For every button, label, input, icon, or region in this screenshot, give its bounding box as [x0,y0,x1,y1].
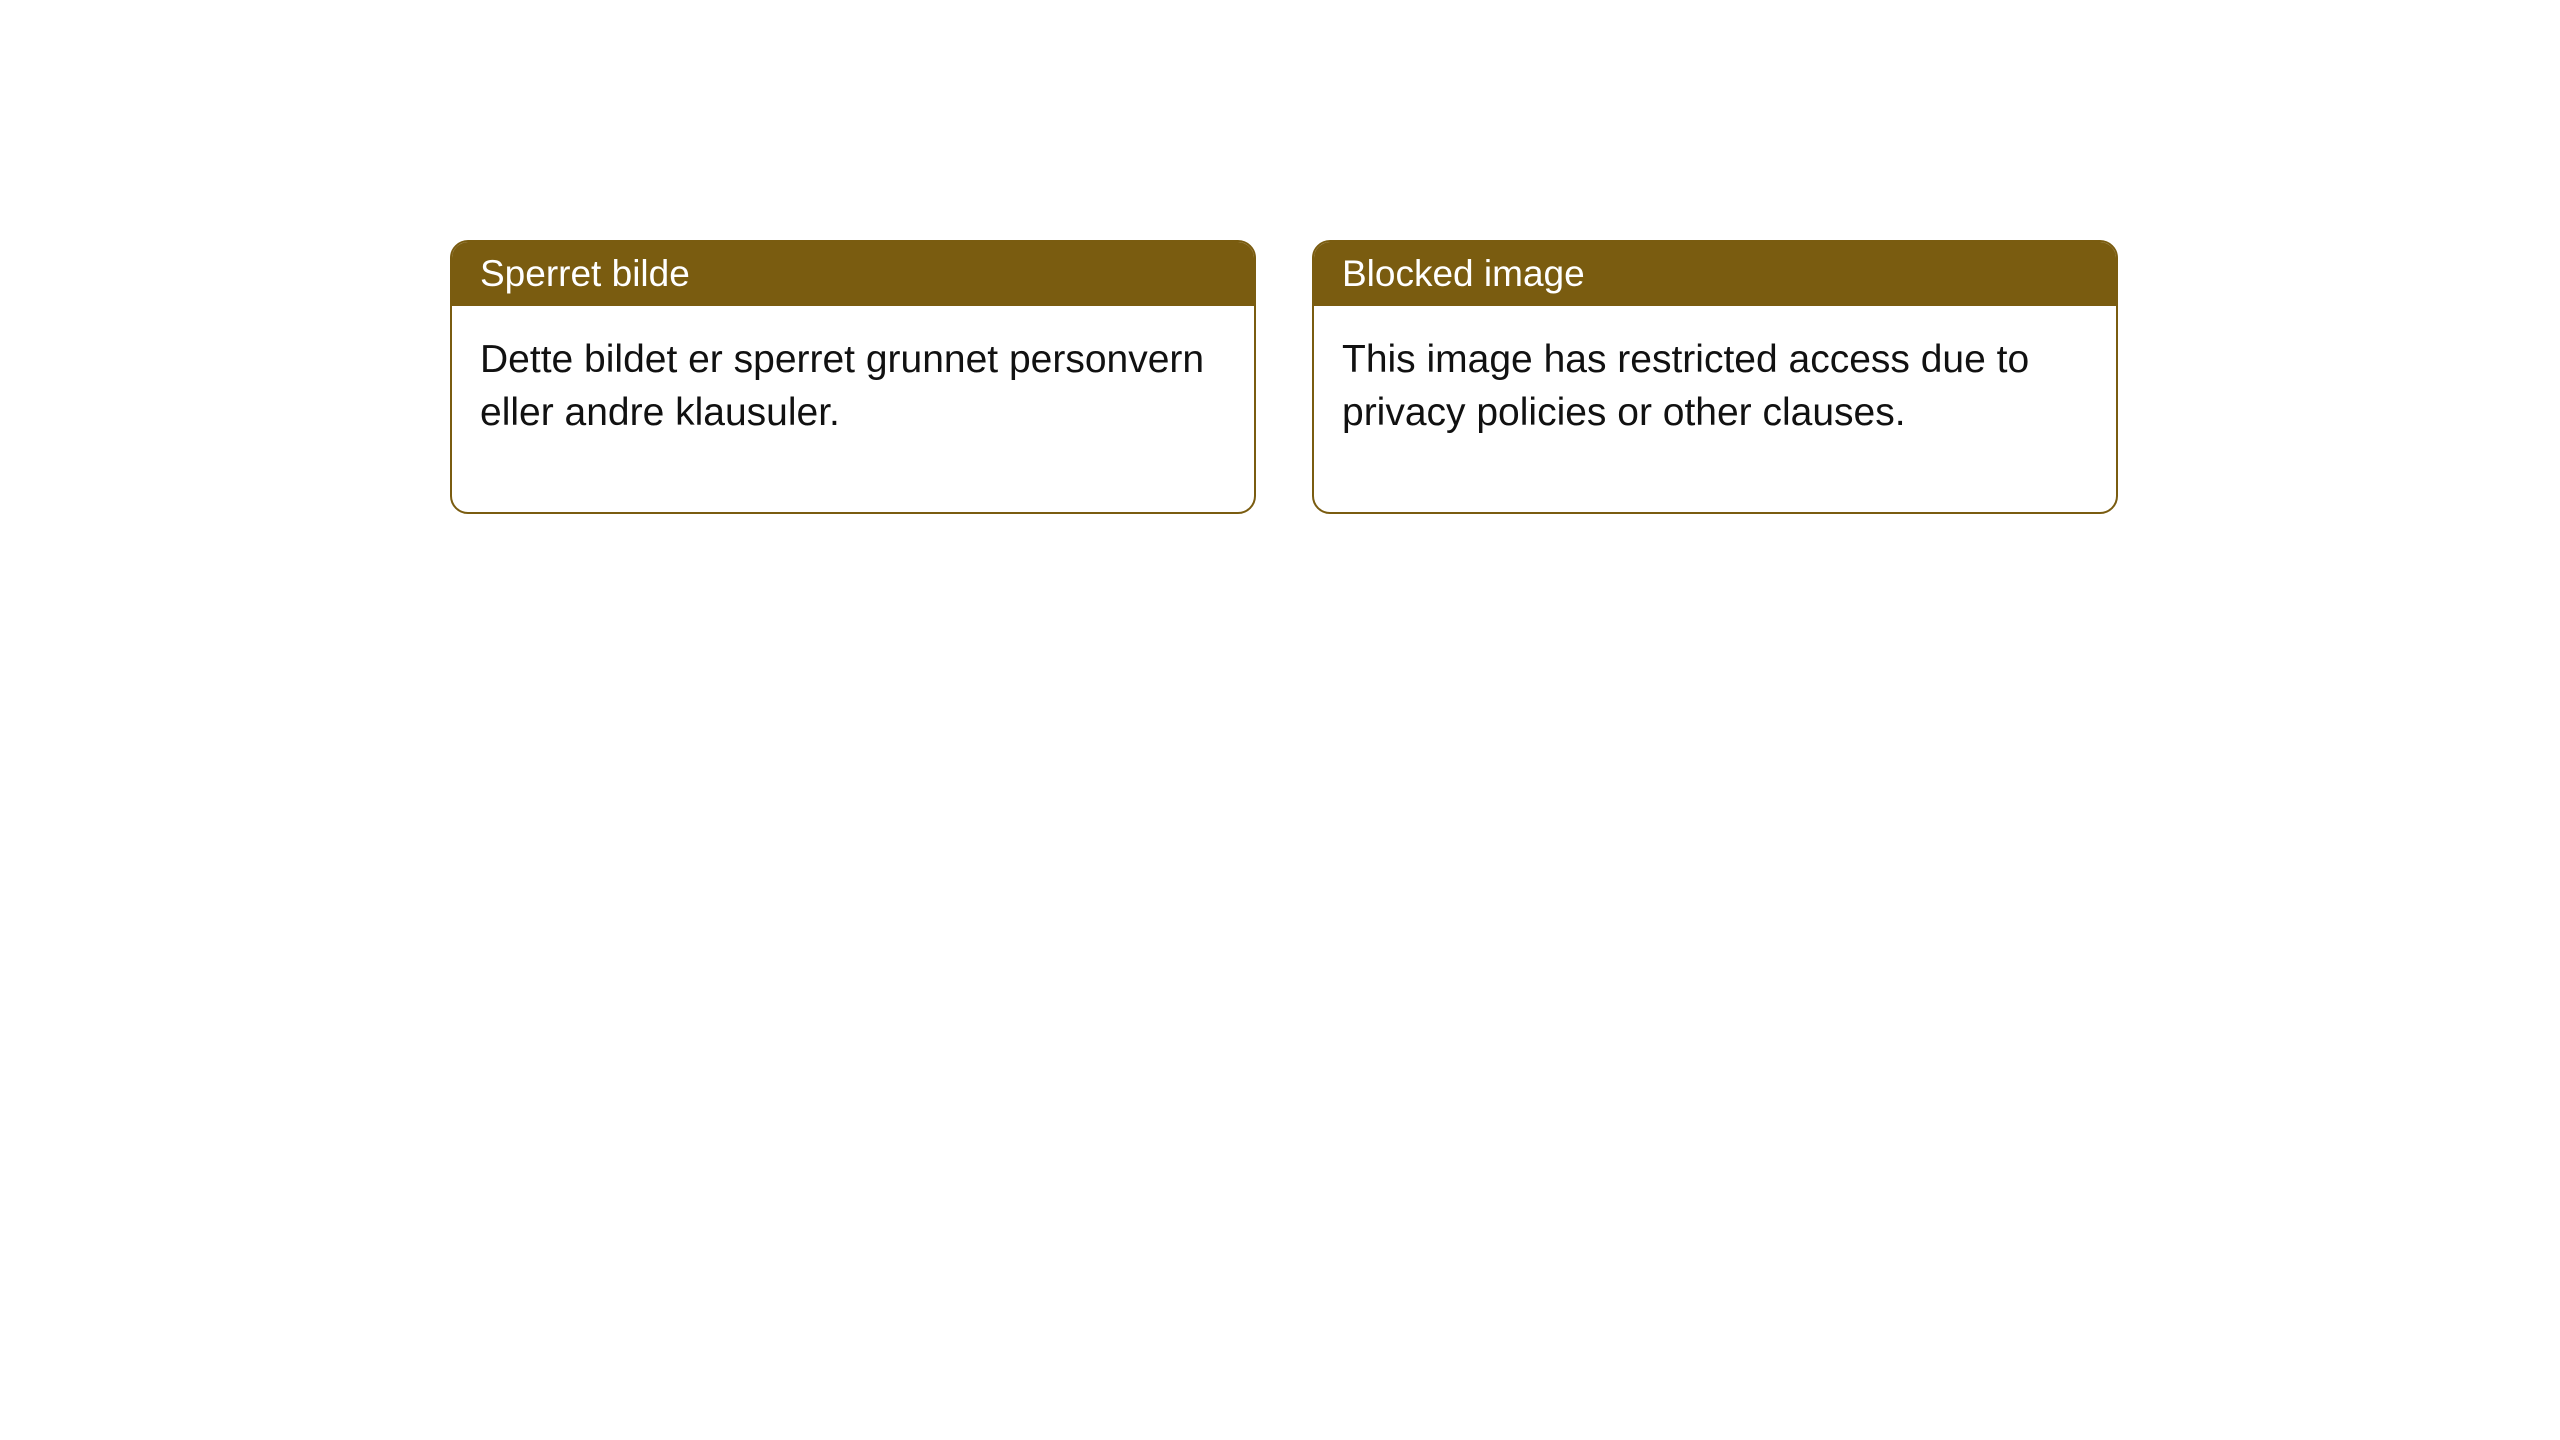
card-header: Sperret bilde [452,242,1254,306]
card-body-text: This image has restricted access due to … [1314,306,2116,511]
notice-cards-row: Sperret bilde Dette bildet er sperret gr… [0,0,2560,514]
blocked-image-card-english: Blocked image This image has restricted … [1312,240,2118,514]
card-header: Blocked image [1314,242,2116,306]
blocked-image-card-norwegian: Sperret bilde Dette bildet er sperret gr… [450,240,1256,514]
card-body-text: Dette bildet er sperret grunnet personve… [452,306,1254,511]
